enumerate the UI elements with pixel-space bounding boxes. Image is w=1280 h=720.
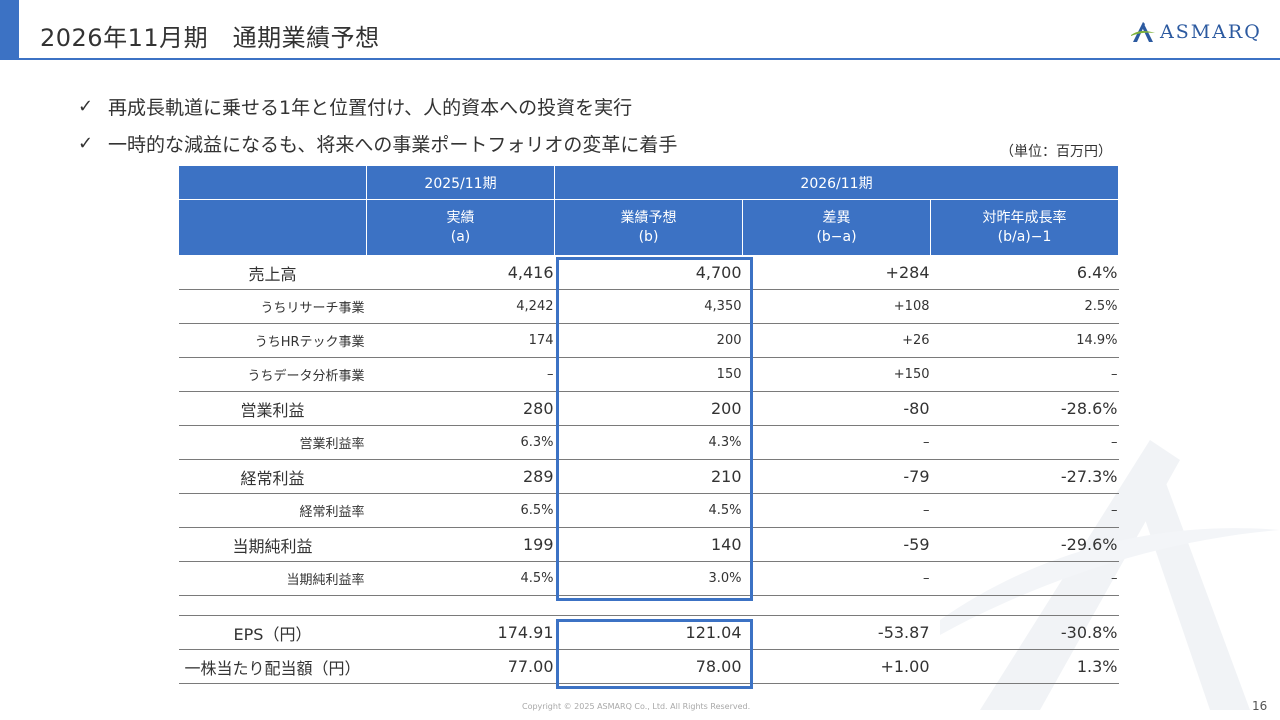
cell-actual: 4,242 [366,289,555,324]
header-period-next: 2026/11期 [554,165,1119,200]
cell-actual: 289 [366,459,555,494]
check-icon: ✓ [78,96,94,117]
cell-difference: +26 [742,323,931,358]
cell-actual: 280 [366,391,555,426]
bullet-item: ✓ 再成長軌道に乗せる1年と位置付け、人的資本への投資を実行 [78,88,677,125]
cell-forecast: 4.5% [554,493,743,528]
asmarq-logo-icon [1131,22,1155,42]
cell-difference: +108 [742,289,931,324]
cell-forecast: 4,350 [554,289,743,324]
cell-growth: – [930,493,1119,528]
cell-actual: 199 [366,527,555,562]
table-row-research: うちリサーチ事業 4,242 4,350 +108 2.5% [178,289,1119,324]
row-label: 当期純利益率 [178,561,367,596]
cell-actual: 4,416 [366,255,555,290]
copyright-notice: Copyright © 2025 ASMARQ Co., Ltd. All Ri… [522,702,751,711]
table-row-net-income: 当期純利益 199 140 -59 -29.6% [178,527,1119,562]
check-icon: ✓ [78,133,94,154]
header-col-difference: 差異 (b−a) [742,199,931,256]
header-col-forecast: 業績予想 (b) [554,199,743,256]
table-row-dividend: 一株当たり配当額（円） 77.00 78.00 +1.00 1.3% [178,649,1119,684]
cell-growth: 1.3% [930,649,1119,684]
cell-forecast: 78.00 [554,649,743,684]
cell-forecast: 200 [554,323,743,358]
cell-actual: – [366,357,555,392]
row-label: うちHRテック事業 [178,323,367,358]
table-row-ordinary-margin: 経常利益率 6.5% 4.5% – – [178,493,1119,528]
logo-text: ASMARQ [1160,21,1262,43]
forecast-table: 2025/11期 2026/11期 実績 (a) 業績予想 (b) 差異 (b−a) … [178,165,1119,684]
table-row-operating-profit: 営業利益 280 200 -80 -28.6% [178,391,1119,426]
cell-forecast: 140 [554,527,743,562]
cell-forecast: 150 [554,357,743,392]
page-number: 16 [1252,699,1268,713]
row-label: うちデータ分析事業 [178,357,367,392]
cell-growth: – [930,357,1119,392]
cell-actual: 6.3% [366,425,555,460]
row-label: 一株当たり配当額（円） [178,649,367,684]
row-label: うちリサーチ事業 [178,289,367,324]
cell-difference: -59 [742,527,931,562]
cell-actual: 174.91 [366,615,555,650]
summary-bullets: ✓ 再成長軌道に乗せる1年と位置付け、人的資本への投資を実行 ✓ 一時的な減益に… [78,88,677,162]
cell-difference: – [742,493,931,528]
cell-growth: -29.6% [930,527,1119,562]
row-label: 売上高 [178,255,367,290]
cell-growth: – [930,425,1119,460]
table-row-operating-margin: 営業利益率 6.3% 4.3% – – [178,425,1119,460]
cell-actual: 174 [366,323,555,358]
title-accent-bar [0,0,19,60]
cell-actual: 4.5% [366,561,555,596]
bullet-item: ✓ 一時的な減益になるも、将来への事業ポートフォリオの変革に着手 [78,125,677,162]
header-row-periods: 2025/11期 2026/11期 [178,165,1119,200]
table-row-ordinary-profit: 経常利益 289 210 -79 -27.3% [178,459,1119,494]
cell-growth: 14.9% [930,323,1119,358]
cell-forecast: 4,700 [554,255,743,290]
row-label: 当期純利益 [178,527,367,562]
row-label: 営業利益 [178,391,367,426]
cell-difference: -80 [742,391,931,426]
header-corner-cell [178,199,367,256]
table-row-net-margin: 当期純利益率 4.5% 3.0% – – [178,561,1119,596]
header-divider [0,58,1280,60]
cell-forecast: 3.0% [554,561,743,596]
header-corner-cell [178,165,367,200]
cell-difference: -53.87 [742,615,931,650]
page-title: 2026年11月期 通期業績予想 [40,24,380,52]
cell-actual: 77.00 [366,649,555,684]
bullet-text: 再成長軌道に乗せる1年と位置付け、人的資本への投資を実行 [108,97,633,119]
cell-difference: +150 [742,357,931,392]
cell-growth: 2.5% [930,289,1119,324]
unit-label: （単位：百万円） [1000,144,1112,160]
cell-growth: -27.3% [930,459,1119,494]
row-label: 経常利益 [178,459,367,494]
cell-difference: +284 [742,255,931,290]
row-label: 経常利益率 [178,493,367,528]
cell-forecast: 4.3% [554,425,743,460]
row-label: 営業利益率 [178,425,367,460]
cell-growth: 6.4% [930,255,1119,290]
bullet-text: 一時的な減益になるも、将来への事業ポートフォリオの変革に着手 [108,134,678,156]
header-col-growth: 対昨年成長率 (b/a)−1 [930,199,1119,256]
row-label: EPS（円） [178,615,367,650]
header-col-actual: 実績 (a) [366,199,555,256]
cell-forecast: 200 [554,391,743,426]
cell-growth: – [930,561,1119,596]
cell-difference: – [742,425,931,460]
table-row-data-analysis: うちデータ分析事業 – 150 +150 – [178,357,1119,392]
forecast-highlight-box [556,257,753,601]
table-row-net-sales: 売上高 4,416 4,700 +284 6.4% [178,255,1119,290]
company-logo: ASMARQ [1130,20,1262,44]
cell-difference: +1.00 [742,649,931,684]
cell-forecast: 210 [554,459,743,494]
cell-difference: -79 [742,459,931,494]
header-period-prev: 2025/11期 [366,165,555,200]
header-row-columns: 実績 (a) 業績予想 (b) 差異 (b−a) 対昨年成長率 (b/a)−1 [178,199,1119,256]
cell-actual: 6.5% [366,493,555,528]
forecast-highlight-box-per-share [556,619,753,689]
cell-growth: -30.8% [930,615,1119,650]
cell-difference: – [742,561,931,596]
table-row-hrtech: うちHRテック事業 174 200 +26 14.9% [178,323,1119,358]
cell-growth: -28.6% [930,391,1119,426]
